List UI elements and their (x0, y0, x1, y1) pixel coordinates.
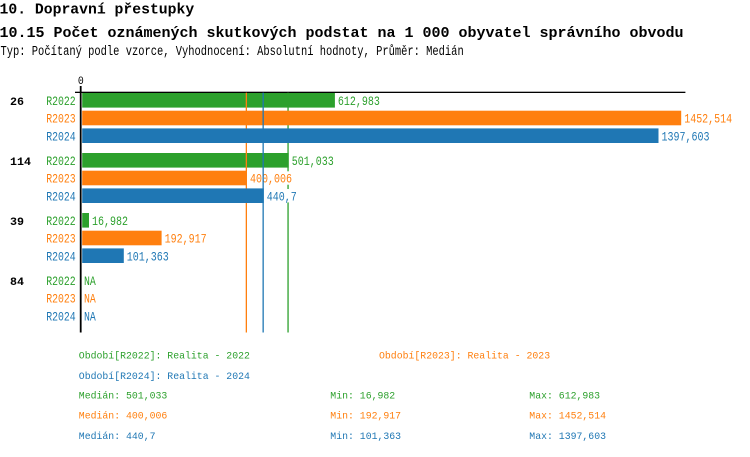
svg-text:NA: NA (84, 274, 96, 289)
svg-text:Medián: 440,7: Medián: 440,7 (79, 431, 156, 443)
svg-text:Medián: 501,033: Medián: 501,033 (79, 390, 168, 402)
svg-text:Max: 612,983: Max: 612,983 (529, 390, 600, 402)
svg-text:Období[R2023]: Realita - 2023: Období[R2023]: Realita - 2023 (379, 350, 550, 362)
svg-text:R2023: R2023 (46, 112, 75, 127)
svg-text:R2024: R2024 (46, 309, 76, 324)
svg-text:R2024: R2024 (46, 249, 76, 264)
svg-text:612,983: 612,983 (338, 94, 380, 109)
svg-text:R2022: R2022 (46, 274, 75, 289)
svg-text:101,363: 101,363 (127, 249, 169, 264)
svg-text:84: 84 (10, 277, 25, 289)
svg-text:Max: 1397,603: Max: 1397,603 (529, 431, 606, 443)
svg-text:1452,514: 1452,514 (684, 112, 732, 127)
svg-text:Typ: Počítaný podle vzorce, Vy: Typ: Počítaný podle vzorce, Vyhodnocení:… (1, 45, 464, 60)
svg-text:Medián: 400,006: Medián: 400,006 (79, 411, 168, 423)
svg-text:10. Dopravní přestupky: 10. Dopravní přestupky (0, 1, 194, 18)
svg-text:10.15 Počet oznámených skutkov: 10.15 Počet oznámených skutkových podsta… (0, 25, 684, 42)
svg-text:Období[R2024]: Realita - 2024: Období[R2024]: Realita - 2024 (79, 371, 250, 383)
svg-text:Min: 192,917: Min: 192,917 (330, 411, 401, 423)
svg-text:16,982: 16,982 (92, 214, 128, 229)
svg-text:R2022: R2022 (46, 154, 75, 169)
svg-text:0: 0 (78, 76, 84, 88)
svg-text:400,006: 400,006 (250, 172, 292, 187)
svg-text:501,033: 501,033 (292, 154, 334, 169)
svg-text:R2022: R2022 (46, 94, 75, 109)
svg-text:R2024: R2024 (46, 189, 76, 204)
svg-text:R2022: R2022 (46, 214, 75, 229)
svg-text:NA: NA (84, 292, 96, 307)
svg-text:Období[R2022]: Realita - 2022: Období[R2022]: Realita - 2022 (79, 350, 250, 362)
svg-text:26: 26 (10, 97, 24, 109)
svg-text:Min: 16,982: Min: 16,982 (330, 390, 395, 402)
svg-text:NA: NA (84, 309, 96, 324)
svg-text:39: 39 (10, 217, 24, 229)
svg-text:R2023: R2023 (46, 172, 75, 187)
svg-text:Max: 1452,514: Max: 1452,514 (529, 411, 606, 423)
svg-text:1397,603: 1397,603 (662, 129, 710, 144)
svg-text:192,917: 192,917 (165, 232, 207, 247)
svg-text:R2023: R2023 (46, 292, 75, 307)
svg-text:114: 114 (10, 157, 32, 169)
svg-text:440,7: 440,7 (267, 189, 297, 204)
svg-text:Min: 101,363: Min: 101,363 (330, 431, 401, 443)
svg-text:R2023: R2023 (46, 232, 75, 247)
svg-text:R2024: R2024 (46, 129, 76, 144)
